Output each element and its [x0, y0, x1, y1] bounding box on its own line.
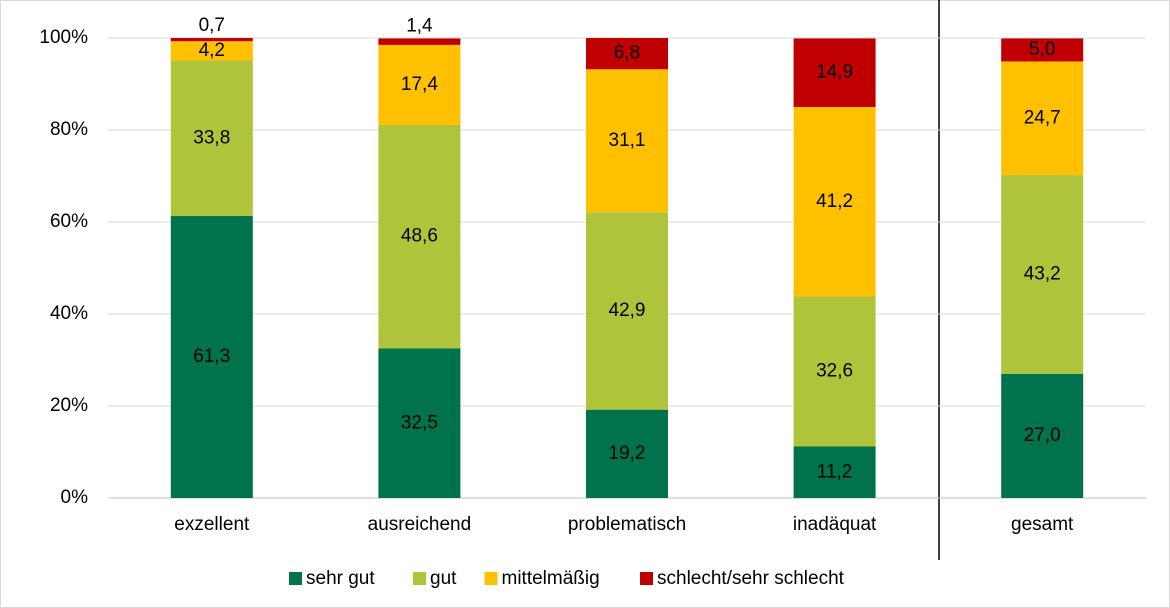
- legend-swatch: [289, 572, 302, 585]
- data-label: 48,6: [401, 226, 438, 247]
- legend-swatch: [484, 572, 498, 585]
- y-tick-label: 20%: [50, 395, 88, 416]
- data-label: 33,8: [193, 127, 230, 148]
- data-label: 11,2: [817, 461, 853, 482]
- data-label: 4,2: [199, 40, 225, 61]
- bar-segment: [170, 60, 253, 217]
- data-label: 32,5: [401, 412, 438, 433]
- data-label: 0,7: [199, 15, 225, 36]
- data-label: 19,2: [609, 443, 646, 464]
- legend-label: sehr gut: [306, 568, 375, 589]
- bar-segment: [586, 409, 668, 498]
- y-tick-label: 0%: [61, 487, 89, 508]
- bar-segment: [793, 38, 876, 107]
- x-tick-label: problematisch: [568, 514, 686, 535]
- bar-segment: [793, 107, 876, 297]
- data-label: 5,0: [1029, 39, 1055, 60]
- y-tick-label: 80%: [50, 119, 88, 140]
- x-tick-label: gesamt: [1011, 514, 1074, 535]
- bar-segment: [378, 124, 461, 349]
- legend-swatch: [640, 572, 653, 585]
- data-label: 41,2: [816, 191, 853, 212]
- data-label: 32,6: [816, 361, 853, 382]
- data-label: 27,0: [1024, 425, 1061, 446]
- bar-segment: [1001, 61, 1084, 176]
- bar-segment: [793, 296, 876, 447]
- data-label: 6,8: [614, 43, 640, 64]
- bar-segment: [1001, 38, 1084, 62]
- data-label: 24,7: [1024, 107, 1061, 128]
- legend-label: schlecht/sehr schlecht: [657, 568, 845, 589]
- bar-segment: [378, 348, 461, 498]
- bar-segment: [1001, 175, 1084, 374]
- data-label: 1,4: [406, 15, 433, 36]
- x-tick-label: ausreichend: [368, 514, 472, 535]
- data-label: 42,9: [609, 300, 646, 321]
- legend-swatch: [413, 572, 426, 585]
- legend-label: mittelmäßig: [502, 568, 600, 589]
- legend-label: gut: [430, 568, 457, 589]
- bar-segment: [793, 446, 876, 498]
- bar-segment: [1001, 373, 1084, 498]
- data-label: 31,1: [609, 130, 646, 151]
- data-label: 43,2: [1024, 263, 1061, 284]
- y-tick-label: 100%: [39, 27, 88, 48]
- data-label: 14,9: [816, 62, 853, 83]
- x-tick-label: inadäquat: [793, 514, 877, 535]
- bar-segment: [378, 38, 461, 45]
- bar-segment: [378, 44, 461, 125]
- data-label: 17,4: [401, 74, 438, 95]
- bar-segment: [170, 41, 253, 61]
- bar-segment: [170, 216, 253, 498]
- bar-segment: [586, 212, 668, 410]
- bar-segment: [170, 38, 253, 42]
- y-tick-label: 60%: [50, 211, 88, 232]
- bar-segment: [586, 38, 668, 70]
- y-tick-label: 40%: [50, 303, 88, 324]
- data-label: 61,3: [193, 346, 230, 367]
- bar-segment: [586, 69, 668, 213]
- x-tick-label: exzellent: [174, 514, 250, 535]
